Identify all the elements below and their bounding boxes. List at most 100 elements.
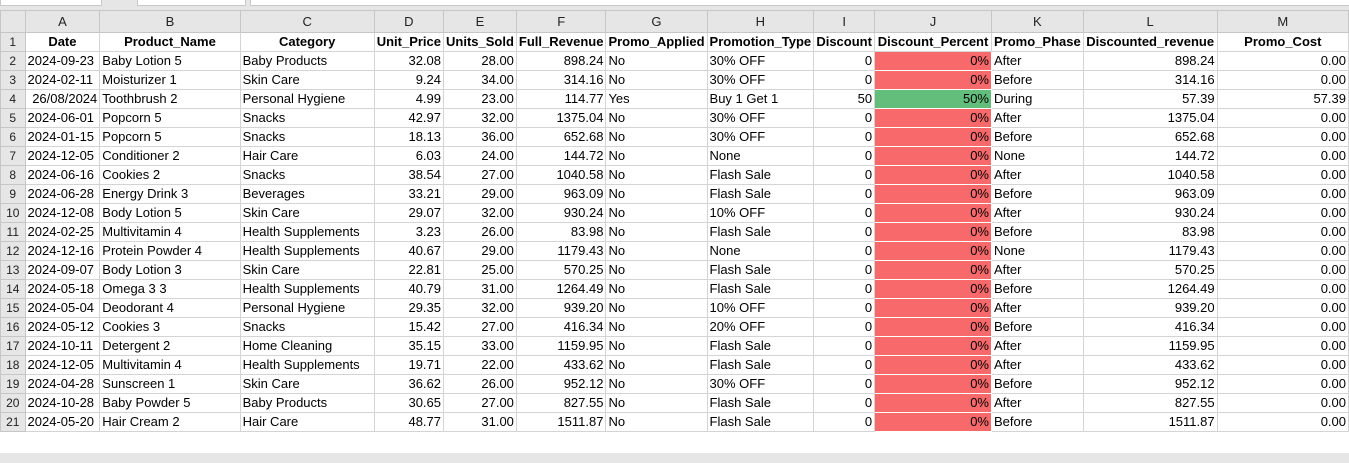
cell-category[interactable]: Home Cleaning [239, 336, 375, 356]
cell-unit-price[interactable]: 6.03 [373, 146, 445, 166]
cell-unit-price[interactable]: 40.79 [373, 279, 445, 299]
cell-discount[interactable]: 0 [813, 51, 876, 71]
cell-promotion-type[interactable]: None [706, 241, 815, 261]
row-header[interactable]: 19 [0, 374, 26, 394]
cell-discount[interactable]: 0 [813, 70, 876, 90]
cell-promo-applied[interactable]: No [605, 108, 708, 128]
cell-promotion-type[interactable]: Buy 1 Get 1 [706, 89, 815, 109]
cell-promo-applied[interactable]: No [605, 279, 708, 299]
cell-promotion-type[interactable]: 10% OFF [706, 298, 815, 318]
cell-discount[interactable]: 0 [813, 336, 876, 356]
cell-discount[interactable]: 0 [813, 127, 876, 147]
cell-date[interactable]: 2024-06-16 [24, 165, 101, 185]
cell-discount-percent[interactable]: 0% [874, 165, 992, 185]
cell-date[interactable]: 2024-12-05 [24, 146, 101, 166]
cell-discounted-revenue[interactable]: 963.09 [1082, 184, 1218, 204]
cell-unit-price[interactable]: 30.65 [373, 393, 445, 413]
cell-promo-cost[interactable]: 0.00 [1216, 165, 1349, 185]
header-cell[interactable]: Promo_Cost [1216, 32, 1349, 52]
cell-product-name[interactable]: Hair Cream 2 [99, 412, 241, 432]
cell-promo-applied[interactable]: No [605, 184, 708, 204]
cell-discount[interactable]: 0 [813, 412, 876, 432]
cell-promo-cost[interactable]: 0.00 [1216, 241, 1349, 261]
cell-product-name[interactable]: Moisturizer 1 [99, 70, 241, 90]
cell-promo-applied[interactable]: No [605, 412, 708, 432]
cell-unit-price[interactable]: 35.15 [373, 336, 445, 356]
cell-discount-percent[interactable]: 0% [874, 355, 992, 375]
row-header[interactable]: 3 [0, 70, 26, 90]
cell-full-revenue[interactable]: 144.72 [515, 146, 607, 166]
column-header-m[interactable]: M [1216, 10, 1349, 33]
cell-full-revenue[interactable]: 652.68 [515, 127, 607, 147]
cell-discount-percent[interactable]: 0% [874, 393, 992, 413]
cell-discounted-revenue[interactable]: 1375.04 [1082, 108, 1218, 128]
cell-promotion-type[interactable]: 30% OFF [706, 127, 815, 147]
cell-promo-cost[interactable]: 0.00 [1216, 146, 1349, 166]
cell-discount[interactable]: 0 [813, 184, 876, 204]
cell-promotion-type[interactable]: 20% OFF [706, 317, 815, 337]
cell-full-revenue[interactable]: 1040.58 [515, 165, 607, 185]
row-header[interactable]: 11 [0, 222, 26, 242]
cell-units-sold[interactable]: 28.00 [443, 51, 517, 71]
cell-promotion-type[interactable]: 30% OFF [706, 374, 815, 394]
cell-discount[interactable]: 0 [813, 241, 876, 261]
row-header[interactable]: 21 [0, 412, 26, 432]
cell-promo-applied[interactable]: Yes [605, 89, 708, 109]
cell-units-sold[interactable]: 26.00 [443, 374, 517, 394]
cell-promo-phase[interactable]: After [991, 393, 1084, 413]
header-cell[interactable]: Unit_Price [373, 32, 445, 52]
cell-discounted-revenue[interactable]: 57.39 [1082, 89, 1218, 109]
cell-category[interactable]: Skin Care [239, 203, 375, 223]
cell-discounted-revenue[interactable]: 898.24 [1082, 51, 1218, 71]
column-header-i[interactable]: I [813, 10, 876, 33]
cell-units-sold[interactable]: 29.00 [443, 241, 517, 261]
cell-product-name[interactable]: Conditioner 2 [99, 146, 241, 166]
cell-category[interactable]: Personal Hygiene [239, 89, 375, 109]
cell-promotion-type[interactable]: 30% OFF [706, 70, 815, 90]
cell-promo-phase[interactable]: After [991, 51, 1084, 71]
cell-full-revenue[interactable]: 114.77 [515, 89, 607, 109]
column-header-f[interactable]: F [515, 10, 607, 33]
cell-product-name[interactable]: Popcorn 5 [99, 108, 241, 128]
cell-promo-cost[interactable]: 0.00 [1216, 203, 1349, 223]
header-cell[interactable]: Promotion_Type [706, 32, 815, 52]
cell-promo-applied[interactable]: No [605, 393, 708, 413]
column-header-b[interactable]: B [99, 10, 241, 33]
row-header[interactable]: 14 [0, 279, 26, 299]
cell-promotion-type[interactable]: Flash Sale [706, 355, 815, 375]
cell-date[interactable]: 2024-12-08 [24, 203, 101, 223]
cell-promo-phase[interactable]: After [991, 108, 1084, 128]
column-header-j[interactable]: J [874, 10, 992, 33]
column-header-a[interactable]: A [24, 10, 101, 33]
cell-date[interactable]: 2024-02-25 [24, 222, 101, 242]
cell-discount[interactable]: 0 [813, 317, 876, 337]
header-cell[interactable]: Category [239, 32, 375, 52]
cell-discount[interactable]: 0 [813, 298, 876, 318]
cell-product-name[interactable]: Deodorant 4 [99, 298, 241, 318]
header-cell[interactable]: Promo_Phase [991, 32, 1084, 52]
cell-discounted-revenue[interactable]: 952.12 [1082, 374, 1218, 394]
cell-promotion-type[interactable]: 30% OFF [706, 108, 815, 128]
row-header[interactable]: 1 [0, 32, 26, 52]
cell-category[interactable]: Personal Hygiene [239, 298, 375, 318]
cell-discount[interactable]: 0 [813, 165, 876, 185]
cell-discount[interactable]: 0 [813, 222, 876, 242]
cell-discount-percent[interactable]: 0% [874, 127, 992, 147]
cell-promotion-type[interactable]: Flash Sale [706, 393, 815, 413]
cell-discounted-revenue[interactable]: 827.55 [1082, 393, 1218, 413]
cell-discount[interactable]: 0 [813, 108, 876, 128]
cell-units-sold[interactable]: 32.00 [443, 298, 517, 318]
cell-promo-phase[interactable]: After [991, 336, 1084, 356]
row-header[interactable]: 10 [0, 203, 26, 223]
cell-unit-price[interactable]: 38.54 [373, 165, 445, 185]
row-header[interactable]: 8 [0, 165, 26, 185]
cell-full-revenue[interactable]: 1511.87 [515, 412, 607, 432]
cell-discounted-revenue[interactable]: 1264.49 [1082, 279, 1218, 299]
cell-promo-phase[interactable]: Before [991, 412, 1084, 432]
cell-discounted-revenue[interactable]: 930.24 [1082, 203, 1218, 223]
cell-promo-cost[interactable]: 0.00 [1216, 298, 1349, 318]
cell-unit-price[interactable]: 19.71 [373, 355, 445, 375]
cell-discounted-revenue[interactable]: 83.98 [1082, 222, 1218, 242]
cell-promo-applied[interactable]: No [605, 222, 708, 242]
cell-full-revenue[interactable]: 314.16 [515, 70, 607, 90]
